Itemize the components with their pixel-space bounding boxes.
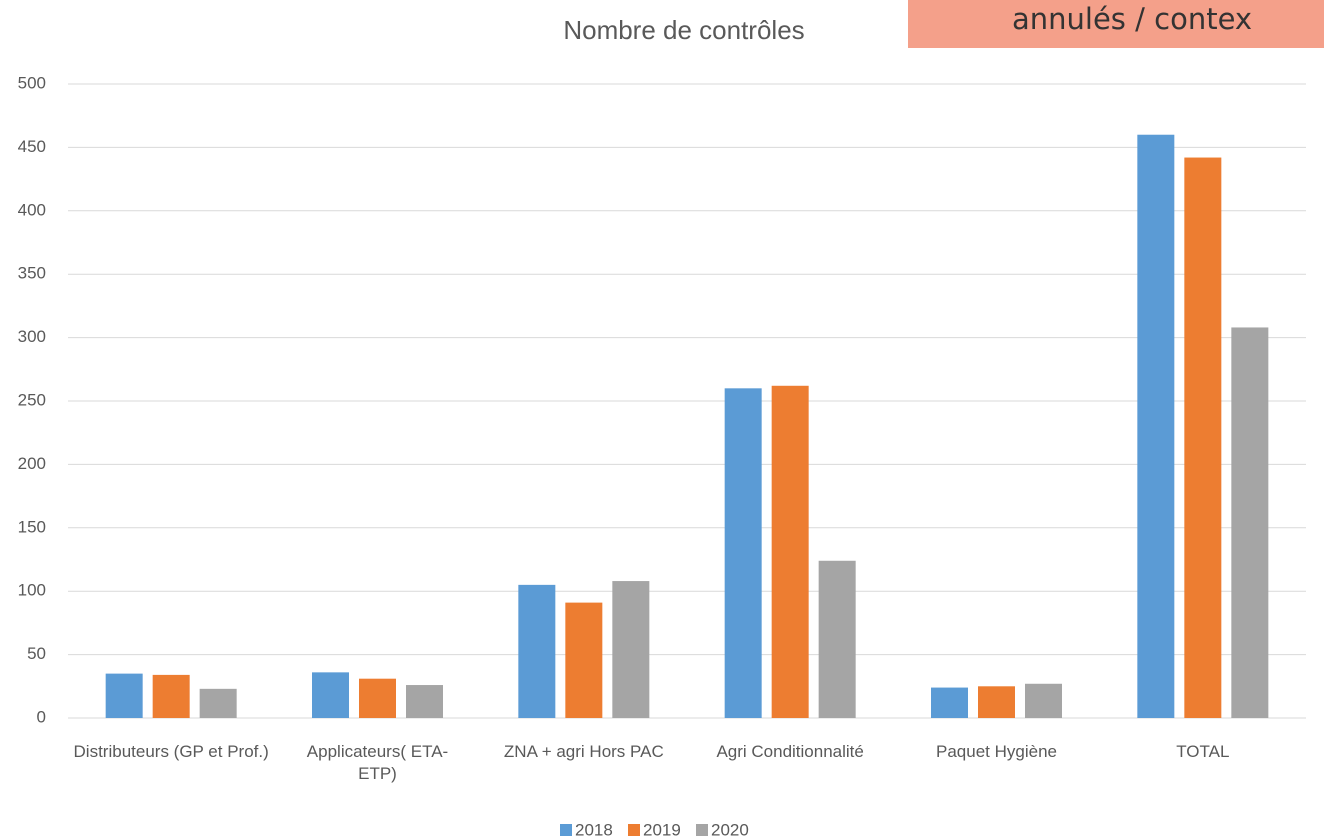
bar [359,678,396,718]
bar [105,673,143,718]
legend-label: 2018 [575,820,613,839]
bar [978,686,1015,718]
x-tick-label: ZNA + agri Hors PAC [503,742,664,761]
y-tick-label: 300 [18,327,46,346]
x-tick-label: Applicateurs( ETA-ETP) [306,742,449,783]
x-tick-label: Paquet Hygiène [936,742,1057,761]
bar [1025,683,1062,718]
bar [1184,157,1222,718]
y-tick-label: 100 [18,581,46,600]
bar [312,672,349,718]
bar [1231,327,1269,718]
bar [771,385,809,718]
y-tick-label: 150 [18,517,46,536]
legend-label: 2020 [711,820,749,839]
y-tick-label: 450 [18,137,46,156]
overlay-banner: annulés / contex [908,0,1324,48]
legend-swatch [628,824,640,836]
bar [518,584,556,718]
y-tick-label: 250 [18,390,46,409]
y-tick-label: 50 [27,644,46,663]
bar [565,602,603,718]
bar [152,674,190,718]
legend-swatch [560,824,572,836]
bar [612,581,650,718]
y-tick-label: 500 [18,73,46,92]
legend-label: 2019 [643,820,681,839]
bar [406,685,443,718]
y-tick-label: 350 [18,264,46,283]
y-tick-label: 400 [18,200,46,219]
bar [1137,134,1175,719]
legend-swatch [696,824,708,836]
bar [724,388,762,718]
bar [818,560,856,718]
bar [199,688,237,718]
x-tick-label: TOTAL [1176,742,1230,761]
y-tick-label: 200 [18,454,46,473]
chart-title: Nombre de contrôles [563,15,804,45]
x-tick-label: Distributeurs (GP et Prof.) [73,742,269,761]
overlay-text: annulés / contex [1012,2,1253,36]
x-tick-label: Agri Conditionnalité [716,742,864,761]
y-tick-label: 0 [37,707,46,726]
bar [931,687,968,718]
